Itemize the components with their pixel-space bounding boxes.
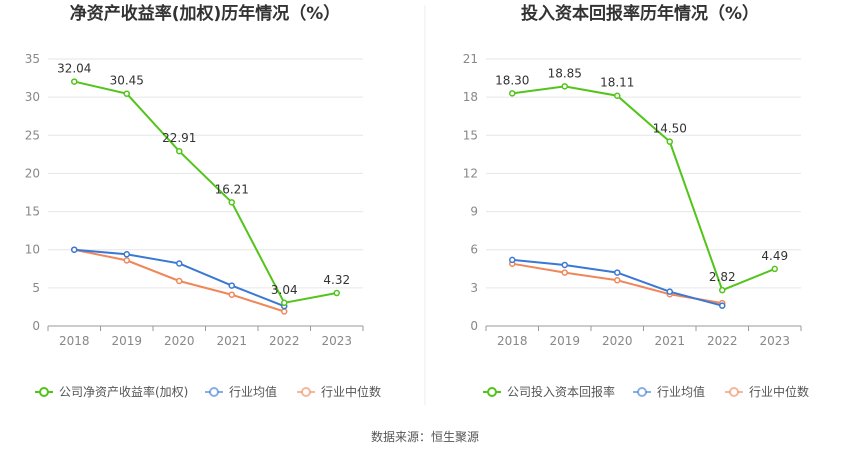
chart-title-roic: 投入资本回报率历年情况（%）: [521, 3, 759, 24]
data-label: 30.45: [110, 74, 144, 88]
x-tick-label: 2022: [707, 334, 738, 348]
chart-title-roe: 净资产收益率(加权)历年情况（%）: [70, 3, 341, 24]
data-label: 32.04: [57, 62, 91, 76]
data-label: 4.49: [761, 249, 788, 263]
x-tick-label: 2021: [216, 334, 247, 348]
y-tick-label: 35: [25, 52, 40, 66]
legend-label[interactable]: 行业中位数: [749, 384, 809, 399]
y-tick-label: 20: [25, 166, 40, 180]
legend-marker[interactable]: [729, 387, 739, 397]
data-point: [614, 276, 621, 284]
series-line: [74, 80, 337, 304]
data-label: 2.82: [709, 270, 736, 284]
y-tick-label: 18: [463, 90, 478, 104]
data-label: 22.91: [162, 131, 196, 145]
data-label: 3.04: [271, 283, 298, 297]
x-tick-label: 2018: [59, 334, 90, 348]
y-tick-label: 5: [32, 281, 40, 295]
legend-label[interactable]: 行业均值: [657, 384, 705, 399]
data-point: [71, 246, 78, 253]
data-label: 18.30: [495, 73, 529, 87]
legend-label[interactable]: 行业均值: [229, 384, 277, 399]
data-point: [281, 308, 288, 315]
y-tick-label: 10: [25, 243, 40, 257]
data-point: [614, 269, 621, 276]
y-tick-label: 0: [32, 319, 40, 333]
data-label: 4.32: [323, 273, 350, 287]
data-point: [333, 289, 340, 297]
x-tick-label: 2023: [321, 334, 352, 348]
data-point: [561, 83, 568, 90]
legend-marker[interactable]: [39, 387, 49, 397]
y-tick-label: 6: [470, 243, 478, 257]
data-point: [228, 199, 235, 206]
data-point: [228, 291, 235, 298]
data-label: 18.11: [600, 76, 634, 90]
series-line: [512, 85, 776, 292]
data-label: 16.21: [215, 182, 249, 196]
y-tick-label: 25: [25, 128, 40, 142]
data-point: [281, 299, 288, 307]
data-point: [719, 302, 726, 309]
data-point: [509, 90, 516, 97]
data-point: [228, 282, 235, 289]
data-point: [719, 286, 726, 294]
data-point: [614, 92, 621, 99]
legend-marker[interactable]: [301, 387, 311, 397]
y-tick-label: 12: [463, 166, 478, 180]
legend-marker[interactable]: [637, 387, 647, 397]
data-point: [666, 288, 673, 295]
y-tick-label: 30: [25, 90, 40, 104]
data-point: [176, 277, 183, 285]
y-tick-label: 21: [463, 52, 478, 66]
data-label: 14.50: [653, 122, 687, 136]
data-point: [176, 147, 183, 155]
data-point: [666, 138, 673, 145]
x-tick-label: 2023: [759, 334, 790, 348]
x-tick-label: 2020: [602, 334, 633, 348]
y-tick-label: 3: [470, 281, 478, 295]
legend-label[interactable]: 公司净资产收益率(加权): [59, 384, 188, 399]
data-point: [509, 256, 516, 264]
y-tick-label: 15: [463, 128, 478, 142]
legend-marker[interactable]: [487, 387, 497, 397]
legend-label[interactable]: 行业中位数: [321, 384, 381, 399]
data-label: 18.85: [548, 66, 582, 80]
x-tick-label: 2021: [654, 334, 685, 348]
data-point: [176, 260, 183, 267]
data-point: [561, 261, 568, 269]
data-point: [123, 90, 130, 97]
x-tick-label: 2018: [497, 334, 528, 348]
y-tick-label: 9: [470, 205, 478, 219]
data-point: [561, 269, 568, 276]
chart-roic: 0 3 6 9 12 15 18 21 2018 2019 2020 2021 2022 2023 18.3…: [463, 52, 802, 348]
data-point: [123, 251, 130, 258]
legend-marker[interactable]: [209, 387, 219, 397]
x-tick-label: 2020: [164, 334, 195, 348]
y-tick-label: 0: [470, 319, 478, 333]
data-point: [71, 78, 78, 85]
data-source: 数据来源：恒生聚源: [371, 429, 479, 444]
legend-roe: 公司净资产收益率(加权) 行业均值 行业中位数: [35, 384, 381, 399]
legend-label[interactable]: 公司投入资本回报率: [507, 384, 615, 399]
x-tick-label: 2022: [269, 334, 300, 348]
x-tick-label: 2019: [111, 334, 142, 348]
chart-roe: 0 5 10 15 20 25 30 35 2018 2019 2020 2021 2022 2023 32…: [25, 52, 364, 348]
legend-roic: 公司投入资本回报率 行业均值 行业中位数: [483, 384, 809, 399]
data-point: [123, 257, 130, 264]
data-point: [771, 265, 778, 273]
x-tick-label: 2019: [549, 334, 580, 348]
y-tick-label: 15: [25, 205, 40, 219]
